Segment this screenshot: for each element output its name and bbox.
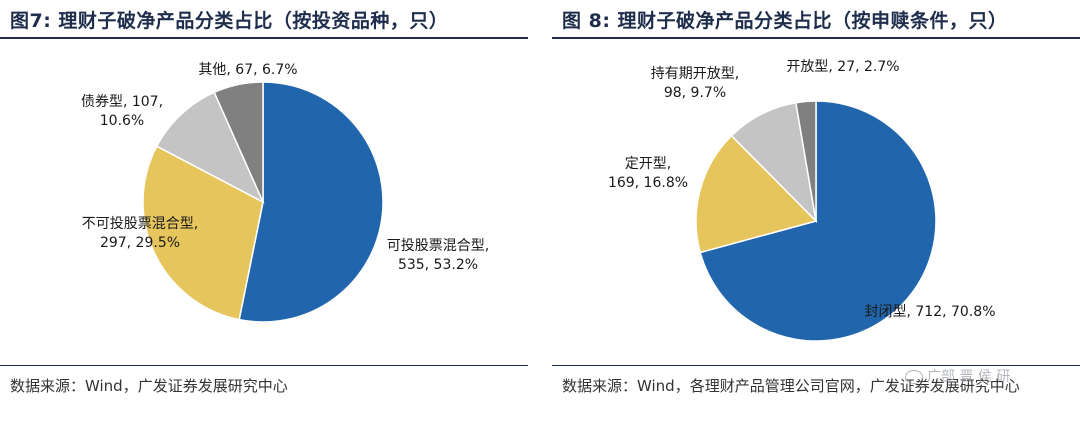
pie-slice xyxy=(695,134,818,254)
figure-7-source: 数据来源：Wind，广发证券发展研究中心 xyxy=(10,377,288,395)
source-rule xyxy=(552,365,1080,366)
figure-7-pie-chart: 可投股票混合型, 535, 53.2% 不可投股票混合型, 297, 29.5% 债券型… xyxy=(81,62,489,323)
slice-label: 开放型, 27, 2.7% xyxy=(786,59,899,75)
slice-label: 定开型, 169, 16.8% xyxy=(608,156,688,191)
figure-8-source: 数据来源：Wind，各理财产品管理公司官网，广发证券发展研究中心 xyxy=(562,377,1020,395)
slice-label: 封闭型, 712, 70.8% xyxy=(865,304,996,320)
pie-slice xyxy=(238,81,384,323)
slice-label: 持有期开放型, 98, 9.7% xyxy=(651,66,739,101)
title-rule xyxy=(0,37,528,39)
wechat-icon xyxy=(905,370,923,384)
slice-label: 债券型, 107, 10.6% xyxy=(81,94,163,129)
pie-slice xyxy=(730,101,818,224)
pie-slice xyxy=(699,100,937,342)
figure-8-panel: 图 8: 理财子破净产品分类占比（按申赎条件，只） 封闭型, 712, 70.8… xyxy=(552,0,1080,427)
figure-8-pie-chart: 封闭型, 712, 70.8% 定开型, 169, 16.8% 持有期开放型, 98, … xyxy=(608,59,996,342)
pie-slice xyxy=(155,91,265,204)
title-rule xyxy=(552,37,1080,39)
watermark-text: 广部 晋 侯 研 xyxy=(927,369,1011,385)
figure-7-title: 图7: 理财子破净产品分类占比（按投资品种，只） xyxy=(10,10,449,32)
pie-slice xyxy=(142,145,264,321)
pie-slice xyxy=(213,81,264,203)
watermark: 广部 晋 侯 研 xyxy=(905,366,1010,386)
source-rule xyxy=(0,365,528,366)
slice-label: 其他, 67, 6.7% xyxy=(198,62,297,78)
figure-8-title: 图 8: 理财子破净产品分类占比（按申赎条件，只） xyxy=(562,10,1008,32)
slice-label: 不可投股票混合型, 297, 29.5% xyxy=(82,216,198,251)
pie-slice xyxy=(794,100,817,222)
figure-7-panel: 图7: 理财子破净产品分类占比（按投资品种，只） 可投股票混合型, 535, 53… xyxy=(0,0,528,427)
slice-label: 可投股票混合型, 535, 53.2% xyxy=(387,238,489,273)
